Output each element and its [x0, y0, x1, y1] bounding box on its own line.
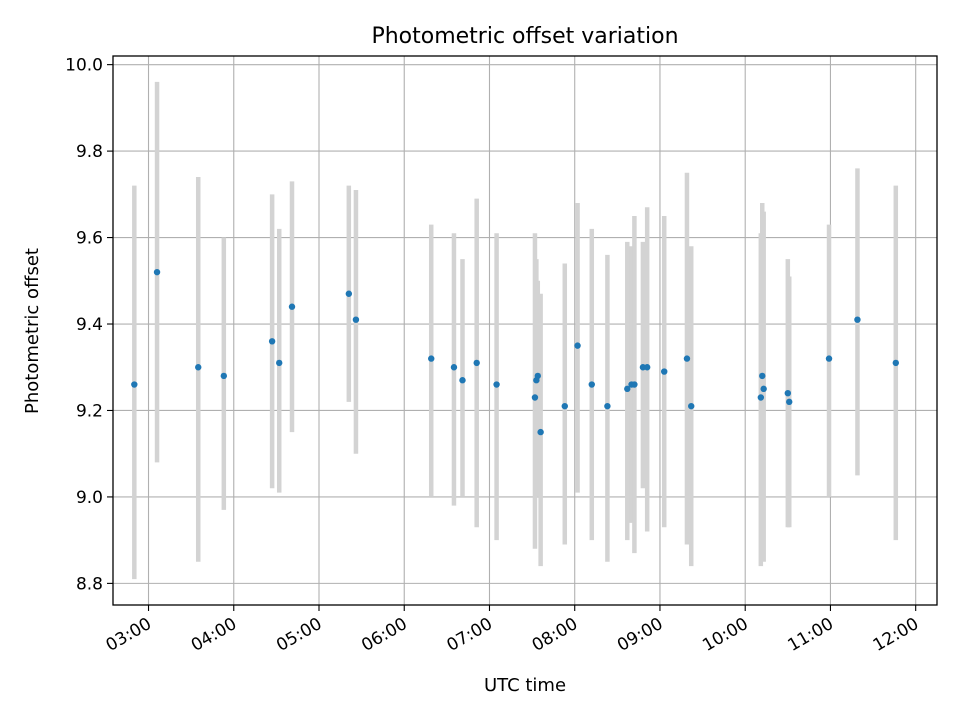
plot-frame: [112, 55, 938, 606]
data-point: [531, 394, 539, 401]
data-point: [268, 338, 276, 345]
data-point: [345, 290, 353, 297]
data-point: [825, 355, 833, 362]
data-point: [288, 303, 296, 310]
y-axis-label: Photometric offset: [22, 248, 43, 414]
data-point: [688, 402, 695, 410]
data-points: [131, 268, 899, 436]
data-point: [624, 385, 631, 393]
data-point: [643, 364, 651, 371]
data-point: [428, 355, 435, 362]
x-axis-label: UTC time: [484, 675, 566, 696]
grid: [113, 56, 937, 605]
data-point: [352, 316, 360, 323]
y-axis: 8.8 9.0 9.2 9.4 9.6 9.8 10.0: [65, 56, 113, 594]
data-point: [561, 402, 568, 410]
data-point: [450, 364, 458, 371]
data-point: [683, 355, 691, 362]
y-tick-label: 9.0: [76, 488, 103, 508]
data-point: [195, 364, 202, 371]
data-point: [759, 372, 766, 380]
y-tick-label: 9.4: [76, 315, 103, 335]
y-tick-label: 9.2: [76, 401, 103, 421]
data-point: [131, 381, 138, 388]
data-point: [574, 342, 581, 349]
data-point: [534, 372, 541, 380]
data-point: [493, 381, 500, 388]
data-point: [459, 377, 466, 384]
data-point: [784, 389, 792, 397]
y-tick-label: 10.0: [65, 56, 103, 76]
data-point: [661, 368, 668, 375]
data-point: [786, 398, 793, 406]
y-tick-label: 9.6: [76, 229, 103, 249]
data-point: [604, 402, 611, 410]
data-point: [757, 394, 765, 401]
data-point: [220, 372, 228, 380]
data-point: [854, 316, 861, 323]
chart-title: Photometric offset variation: [371, 24, 678, 49]
y-tick-label: 9.8: [76, 142, 103, 162]
y-tick-label: 8.8: [76, 574, 103, 594]
data-point: [153, 268, 161, 276]
data-point: [892, 359, 899, 367]
data-point: [537, 428, 544, 436]
data-point: [473, 359, 480, 367]
data-point: [588, 381, 595, 388]
data-point: [276, 359, 283, 367]
data-point: [760, 385, 767, 393]
data-point: [631, 381, 638, 388]
